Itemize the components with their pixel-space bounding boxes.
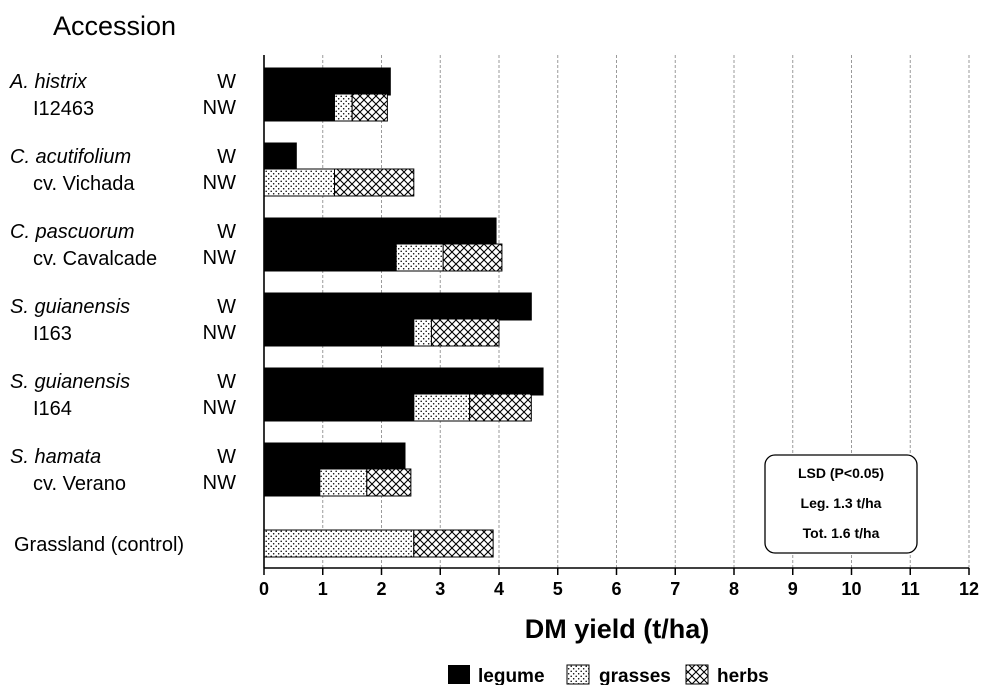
legend-label-grasses: grasses <box>599 666 671 685</box>
x-tick-label: 3 <box>435 579 445 599</box>
lsd-legume: Leg. 1.3 t/ha <box>801 495 882 511</box>
accession-sub: cv. Cavalcade <box>33 248 157 270</box>
lsd-box <box>764 454 918 554</box>
row-label: NW <box>203 472 236 494</box>
bars <box>263 67 544 558</box>
bar-herbs <box>351 93 388 122</box>
bar-legume <box>263 367 544 396</box>
bar-herbs <box>430 318 500 347</box>
x-axis-label: DM yield (t/ha) <box>525 614 710 644</box>
legend-label-herbs: herbs <box>717 666 769 685</box>
bar-legume <box>263 67 391 96</box>
bar-legume <box>263 142 297 171</box>
bar-legume <box>263 93 335 122</box>
y-labels: A. histrix I12463 W NW C. acutifolium cv. Vic… <box>9 71 236 556</box>
row-label: NW <box>203 247 236 269</box>
bar-legume <box>263 243 397 272</box>
bar-grasses <box>263 529 415 558</box>
row-label: NW <box>203 322 236 344</box>
row-label: W <box>217 221 236 243</box>
accession-sub: cv. Verano <box>33 473 126 495</box>
bar-herbs <box>469 393 532 422</box>
bar-legume <box>263 393 415 422</box>
accession-name: Grassland (control) <box>14 534 184 556</box>
accession-name: S. guianensis <box>10 296 130 318</box>
x-tick-label: 6 <box>611 579 621 599</box>
legend-swatch-herbs <box>685 664 709 685</box>
x-tick-label: 10 <box>841 579 861 599</box>
accession-name: S. hamata <box>10 446 101 468</box>
accession-name: C. acutifolium <box>10 146 131 168</box>
row-label: NW <box>203 97 236 119</box>
row-label: W <box>217 296 236 318</box>
x-tick-label: 11 <box>901 579 920 599</box>
bar-grasses <box>334 93 353 122</box>
legend-label-legume: legume <box>478 666 545 685</box>
accession-name: A. histrix <box>9 71 88 93</box>
bar-legume <box>263 217 497 246</box>
bar-legume <box>263 442 406 471</box>
accession-sub: cv. Vichada <box>33 173 135 195</box>
x-tick-label: 1 <box>318 579 328 599</box>
lsd-total: Tot. 1.6 t/ha <box>803 525 880 541</box>
x-tick-label: 5 <box>553 579 563 599</box>
row-label: W <box>217 146 236 168</box>
bar-legume <box>263 292 532 321</box>
x-tick-label: 9 <box>788 579 798 599</box>
bar-grasses <box>263 168 335 197</box>
bar-herbs <box>366 468 412 497</box>
legend-swatch-legume <box>448 665 470 684</box>
lsd-title: LSD (P<0.05) <box>798 465 884 481</box>
bar-grasses <box>395 243 444 272</box>
bar-legume <box>263 468 321 497</box>
x-tick-label: 12 <box>959 579 979 599</box>
bar-grasses <box>413 318 432 347</box>
x-tick-label: 8 <box>729 579 739 599</box>
accession-name: C. pascuorum <box>10 221 135 243</box>
x-tick-label: 7 <box>670 579 680 599</box>
bar-grasses <box>319 468 368 497</box>
lsd-annotation: LSD (P<0.05) Leg. 1.3 t/ha Tot. 1.6 t/ha <box>764 454 918 554</box>
bar-herbs <box>442 243 503 272</box>
row-label: W <box>217 446 236 468</box>
bar-legume <box>263 318 415 347</box>
accession-sub: I12463 <box>33 98 94 120</box>
legend: legume grasses herbs <box>448 664 769 685</box>
x-tick-label: 2 <box>376 579 386 599</box>
bar-herbs <box>413 529 494 558</box>
accession-name: S. guianensis <box>10 371 130 393</box>
row-label: NW <box>203 172 236 194</box>
x-tick-label: 0 <box>259 579 269 599</box>
row-label: NW <box>203 397 236 419</box>
row-label: W <box>217 371 236 393</box>
bar-herbs <box>334 168 415 197</box>
accession-sub: I164 <box>33 398 72 420</box>
chart-title: Accession <box>53 11 176 41</box>
accession-sub: I163 <box>33 323 72 345</box>
bar-grasses <box>413 393 471 422</box>
x-axis: 0 1 2 3 4 5 6 7 8 9 10 11 12 <box>259 55 979 599</box>
row-label: W <box>217 71 236 93</box>
legend-swatch-grasses <box>566 664 590 685</box>
x-tick-label: 4 <box>494 579 504 599</box>
